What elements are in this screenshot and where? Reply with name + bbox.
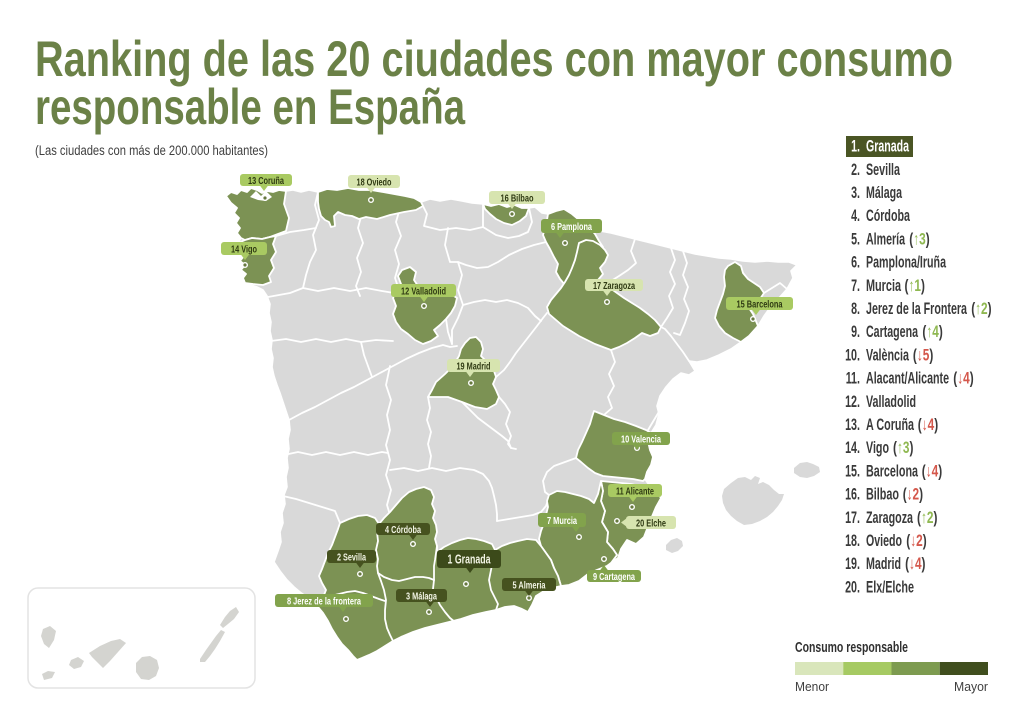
svg-text:(Las ciudades con más de 200.0: (Las ciudades con más de 200.000 habitan…: [35, 143, 268, 158]
svg-text:20.: 20.: [845, 577, 860, 596]
svg-text:11.: 11.: [846, 369, 860, 388]
svg-text:(↓4): (↓4): [918, 415, 938, 434]
svg-text:12.: 12.: [845, 392, 860, 411]
svg-text:3.: 3.: [851, 183, 860, 202]
svg-text:Granada: Granada: [866, 137, 909, 156]
svg-text:18 Oviedo: 18 Oviedo: [357, 176, 392, 188]
svg-text:Bilbao: Bilbao: [866, 485, 899, 504]
svg-text:8.: 8.: [851, 299, 860, 318]
svg-text:Jerez de la Frontera: Jerez de la Frontera: [866, 299, 967, 318]
svg-text:(↑3): (↑3): [909, 229, 929, 248]
svg-text:responsable en España: responsable en España: [35, 79, 466, 135]
svg-text:Elx/Elche: Elx/Elche: [866, 577, 914, 596]
svg-text:(↑2): (↑2): [971, 299, 991, 318]
svg-text:8 Jerez de la frontera: 8 Jerez de la frontera: [287, 595, 361, 607]
svg-text:Oviedo: Oviedo: [866, 531, 902, 550]
svg-text:19 Madrid: 19 Madrid: [457, 360, 491, 372]
svg-text:9 Cartagena: 9 Cartagena: [593, 571, 635, 583]
svg-text:4.: 4.: [851, 206, 860, 225]
svg-text:7 Murcia: 7 Murcia: [547, 515, 577, 527]
svg-text:(↓4): (↓4): [922, 461, 942, 480]
svg-text:17 Zaragoza: 17 Zaragoza: [593, 280, 635, 292]
svg-text:15.: 15.: [845, 461, 860, 480]
svg-text:Barcelona: Barcelona: [866, 461, 918, 480]
svg-text:Pamplona/Iruña: Pamplona/Iruña: [866, 253, 946, 272]
svg-text:(↓5): (↓5): [913, 345, 933, 364]
svg-text:10.: 10.: [845, 345, 860, 364]
svg-text:19.: 19.: [845, 554, 860, 573]
svg-text:Mayor: Mayor: [954, 680, 988, 694]
svg-text:Málaga: Málaga: [866, 183, 902, 202]
svg-text:18.: 18.: [845, 531, 860, 550]
svg-text:Sevilla: Sevilla: [866, 160, 900, 179]
svg-text:17.: 17.: [845, 508, 860, 527]
svg-text:Vigo: Vigo: [866, 438, 889, 457]
svg-text:13.: 13.: [845, 415, 860, 434]
svg-text:(↓4): (↓4): [905, 554, 925, 573]
svg-text:(↑4): (↑4): [922, 322, 942, 341]
svg-text:13 Coruña: 13 Coruña: [248, 175, 284, 187]
svg-text:Almería: Almería: [866, 229, 905, 248]
svg-text:A Coruña: A Coruña: [866, 415, 914, 434]
svg-text:10 Valencia: 10 Valencia: [621, 433, 661, 445]
svg-text:(↑3): (↑3): [893, 438, 913, 457]
svg-text:15 Barcelona: 15 Barcelona: [737, 298, 783, 310]
svg-text:Córdoba: Córdoba: [866, 206, 910, 225]
svg-text:14 Vigo: 14 Vigo: [231, 243, 257, 255]
svg-text:5 Almeria: 5 Almeria: [513, 579, 546, 591]
svg-text:(↑1): (↑1): [905, 276, 925, 295]
svg-text:Consumo responsable: Consumo responsable: [795, 640, 908, 656]
svg-text:Cartagena: Cartagena: [866, 322, 918, 341]
svg-text:(↓2): (↓2): [906, 531, 926, 550]
svg-text:12 Valladolid: 12 Valladolid: [401, 285, 446, 297]
svg-text:11 Alicante: 11 Alicante: [616, 485, 654, 497]
svg-text:València: València: [866, 345, 909, 364]
svg-text:20 Elche: 20 Elche: [636, 517, 666, 529]
svg-text:14.: 14.: [845, 438, 860, 457]
svg-text:(↓2): (↓2): [903, 485, 923, 504]
svg-text:Menor: Menor: [795, 680, 829, 694]
svg-text:5.: 5.: [851, 229, 860, 248]
svg-text:Valladolid: Valladolid: [866, 392, 916, 411]
svg-text:Murcia: Murcia: [866, 276, 901, 295]
svg-text:16.: 16.: [845, 485, 860, 504]
svg-text:Ranking de las 20 ciudades con: Ranking de las 20 ciudades con mayor con…: [35, 31, 953, 87]
svg-text:3 Málaga: 3 Málaga: [406, 590, 437, 602]
svg-text:(↑2): (↑2): [917, 508, 937, 527]
svg-text:Zaragoza: Zaragoza: [866, 508, 913, 527]
svg-text:2.: 2.: [851, 160, 860, 179]
svg-text:(↓4): (↓4): [953, 369, 973, 388]
svg-text:Alacant/Alicante: Alacant/Alicante: [866, 369, 949, 388]
svg-text:Madrid: Madrid: [866, 554, 901, 573]
svg-text:6 Pamplona: 6 Pamplona: [551, 221, 592, 233]
svg-text:2 Sevilla: 2 Sevilla: [337, 551, 366, 563]
svg-text:1 Granada: 1 Granada: [448, 553, 492, 567]
svg-text:9.: 9.: [851, 322, 860, 341]
svg-text:1.: 1.: [851, 137, 860, 156]
svg-text:4 Córdoba: 4 Córdoba: [385, 524, 421, 536]
svg-text:6.: 6.: [851, 253, 860, 272]
svg-text:7.: 7.: [851, 276, 860, 295]
svg-text:16 Bilbao: 16 Bilbao: [501, 192, 534, 204]
